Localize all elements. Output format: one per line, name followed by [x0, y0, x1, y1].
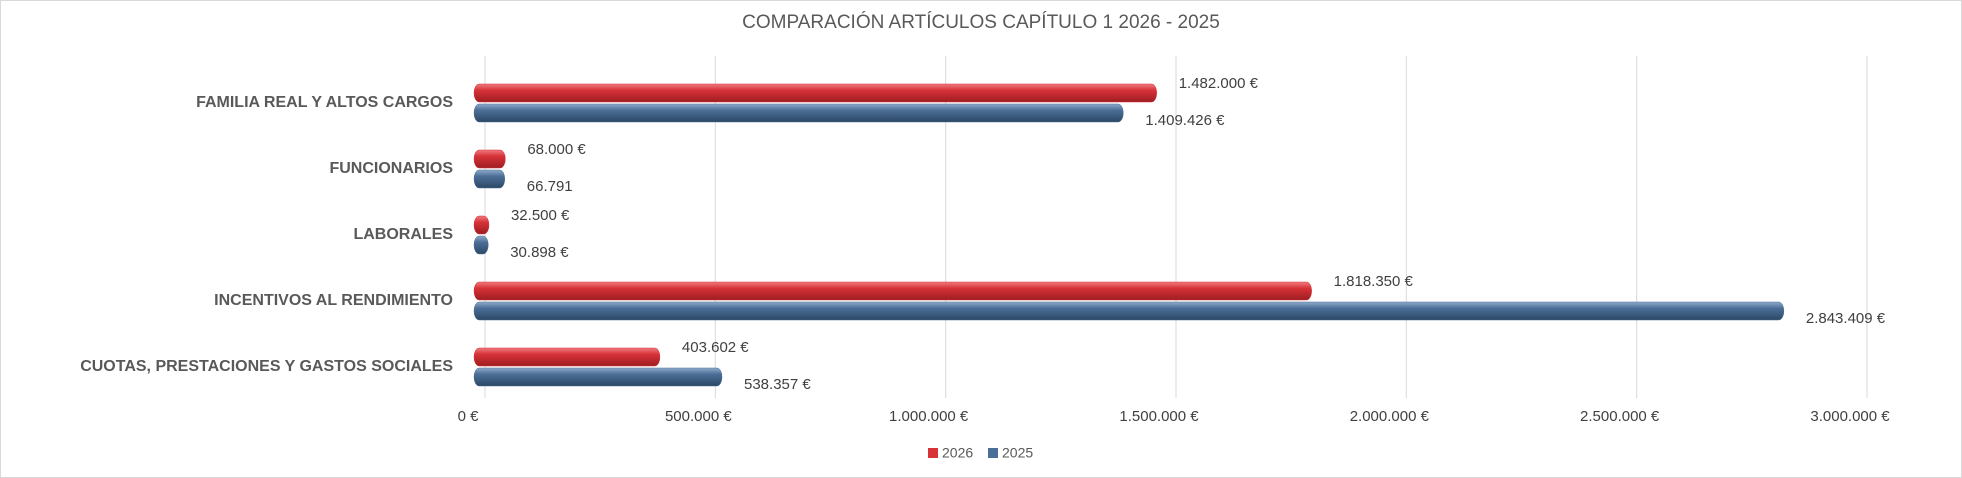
bar	[473, 103, 1124, 123]
x-tick-label: 1.000.000 €	[889, 408, 969, 425]
y-tick-label: LABORALES	[353, 226, 453, 243]
x-tick-label: 2.000.000 €	[1350, 408, 1430, 425]
bar	[473, 149, 506, 169]
y-tick-label: FUNCIONARIOS	[329, 160, 453, 177]
y-tick-label: INCENTIVOS AL RENDIMIENTO	[214, 292, 453, 309]
legend-swatch	[988, 448, 998, 458]
bar	[473, 169, 506, 189]
x-tick-label: 3.000.000 €	[1810, 408, 1890, 425]
data-label: 2.843.409 €	[1806, 310, 1886, 327]
bar	[473, 281, 1312, 301]
data-label: 538.357 €	[744, 376, 811, 393]
legend-swatch	[928, 448, 938, 458]
bar	[473, 347, 661, 367]
legend-label: 2026	[942, 445, 973, 461]
data-label: 1.818.350 €	[1334, 273, 1414, 290]
data-label: 32.500 €	[511, 207, 570, 224]
bar	[473, 83, 1157, 103]
data-label: 1.482.000 €	[1179, 75, 1259, 92]
legend-label: 2025	[1002, 445, 1033, 461]
y-tick-label: FAMILIA REAL Y ALTOS CARGOS	[196, 94, 453, 111]
y-tick-label: CUOTAS, PRESTACIONES Y GASTOS SOCIALES	[80, 358, 453, 375]
x-tick-label: 1.500.000 €	[1119, 408, 1199, 425]
data-label: 30.898 €	[510, 244, 569, 261]
x-tick-label: 500.000 €	[665, 408, 732, 425]
data-label: 403.602 €	[682, 339, 749, 356]
x-tick-label: 0 €	[458, 408, 480, 425]
bar	[473, 301, 1785, 321]
x-tick-label: 2.500.000 €	[1580, 408, 1660, 425]
chart-title: COMPARACIÓN ARTÍCULOS CAPÍTULO 1 2026 - …	[742, 11, 1220, 33]
data-label: 66.791	[527, 178, 573, 195]
bar	[473, 215, 490, 235]
data-label: 68.000 €	[527, 141, 586, 158]
bar	[473, 235, 489, 255]
data-label: 1.409.426 €	[1145, 112, 1225, 129]
bar	[473, 367, 723, 387]
